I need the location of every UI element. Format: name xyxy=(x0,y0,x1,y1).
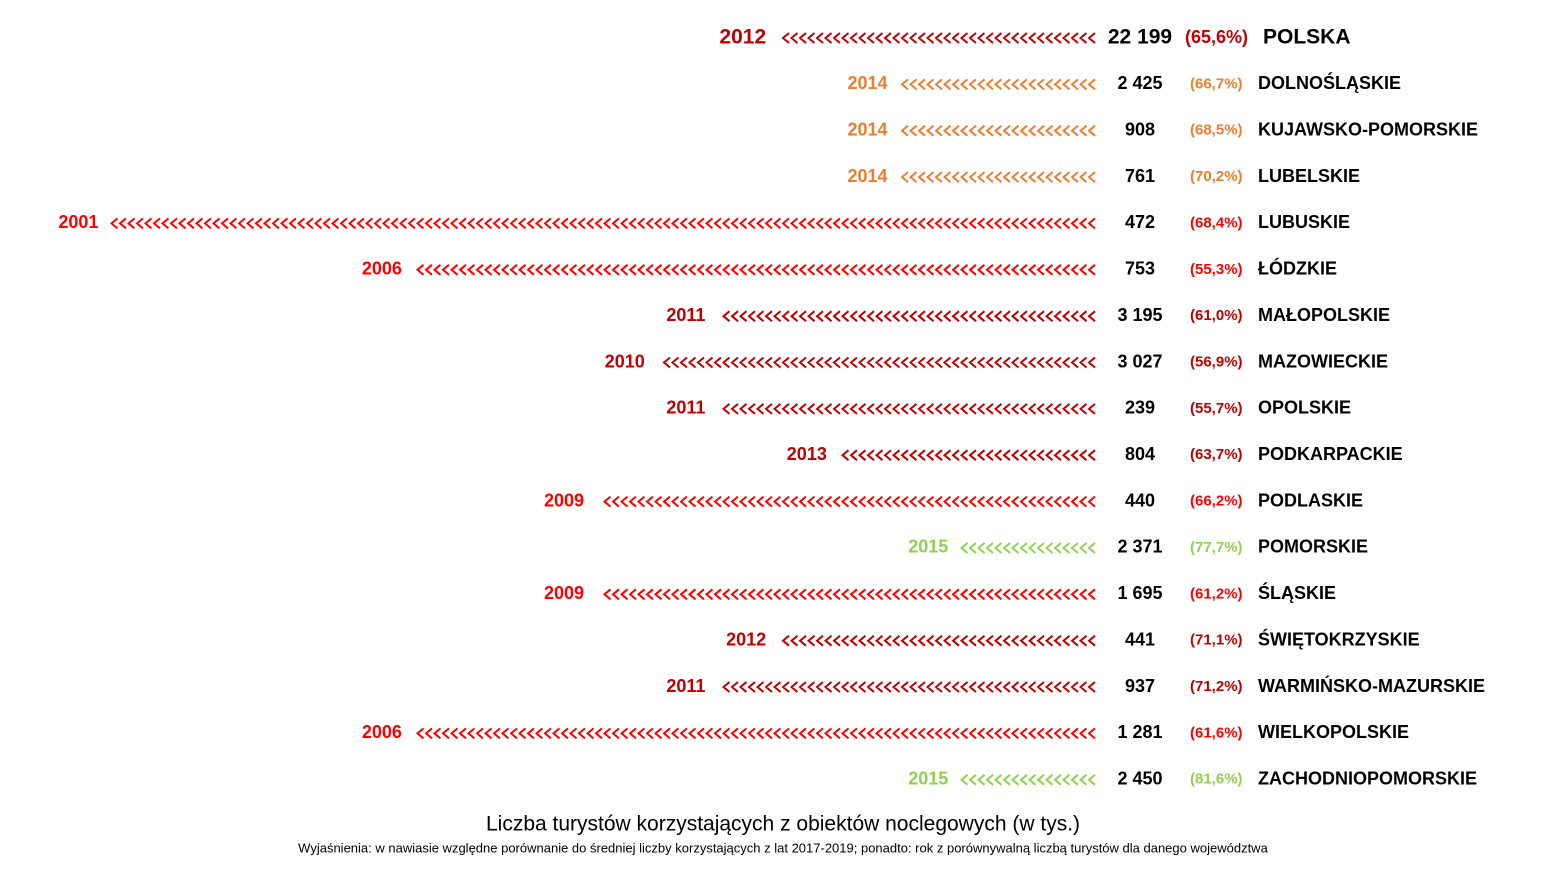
value-label: 3 195 xyxy=(1117,305,1162,325)
arrow xyxy=(415,727,1096,740)
share-label: (55,3%) xyxy=(1190,261,1243,278)
year-label: 2006 xyxy=(362,722,402,742)
share-label: (56,9%) xyxy=(1190,353,1243,370)
year-label: 2012 xyxy=(726,629,766,649)
arrow xyxy=(721,310,1096,322)
year-label: 2010 xyxy=(605,351,645,371)
year-label: 2013 xyxy=(787,444,827,464)
value-label: 2 425 xyxy=(1117,73,1162,93)
share-label: (71,2%) xyxy=(1190,678,1243,695)
year-label: 2009 xyxy=(544,583,584,603)
region-label: PODLASKIE xyxy=(1258,490,1363,510)
value-label: 239 xyxy=(1125,398,1155,418)
region-label: PODKARPACKIE xyxy=(1258,444,1403,464)
value-label: 22 199 xyxy=(1108,26,1172,49)
arrow xyxy=(602,588,1096,601)
arrow xyxy=(781,634,1096,647)
year-label: 2009 xyxy=(544,490,584,510)
region-label: MAŁOPOLSKIE xyxy=(1258,305,1390,325)
year-label: 2015 xyxy=(908,537,948,557)
share-label: (65,6%) xyxy=(1185,27,1248,47)
share-label: (61,0%) xyxy=(1190,307,1243,324)
arrow xyxy=(900,78,1096,91)
year-label: 2014 xyxy=(847,73,887,93)
year-label: 2014 xyxy=(847,119,887,139)
share-label: (61,2%) xyxy=(1190,585,1243,602)
arrow xyxy=(721,681,1096,693)
region-label: MAZOWIECKIE xyxy=(1258,351,1388,371)
year-label: 2011 xyxy=(666,305,705,325)
year-label: 2001 xyxy=(58,212,98,232)
chart-note: Wyjaśnienia: w nawiasie względne porówna… xyxy=(298,840,1268,855)
value-label: 2 371 xyxy=(1117,537,1162,557)
arrow xyxy=(900,171,1096,183)
arrow xyxy=(959,774,1096,786)
arrow xyxy=(900,124,1096,137)
year-label: 2015 xyxy=(908,769,948,789)
arrow xyxy=(415,264,1096,276)
value-label: 440 xyxy=(1125,490,1155,510)
share-label: (68,4%) xyxy=(1190,214,1243,231)
value-label: 3 027 xyxy=(1117,351,1162,371)
arrow xyxy=(781,32,1096,44)
share-label: (61,6%) xyxy=(1190,724,1243,741)
region-label: POLSKA xyxy=(1263,26,1351,49)
region-label: ŚWIĘTOKRZYSKIE xyxy=(1258,628,1420,649)
region-label: DOLNOŚLĄSKIE xyxy=(1258,72,1401,93)
region-label: LUBUSKIE xyxy=(1258,212,1350,232)
region-label: WIELKOPOLSKIE xyxy=(1258,722,1409,742)
arrow xyxy=(109,217,1096,230)
share-label: (71,1%) xyxy=(1190,632,1243,649)
arrow xyxy=(721,403,1096,415)
value-label: 804 xyxy=(1125,444,1155,464)
share-label: (70,2%) xyxy=(1190,168,1243,185)
year-label: 2012 xyxy=(719,26,766,49)
arrow xyxy=(662,356,1096,369)
value-label: 2 450 xyxy=(1117,769,1162,789)
value-label: 1 281 xyxy=(1117,722,1162,742)
year-label: 2014 xyxy=(847,166,887,186)
share-label: (66,2%) xyxy=(1190,493,1243,510)
year-label: 2011 xyxy=(666,676,705,696)
region-label: ZACHODNIOPOMORSKIE xyxy=(1258,769,1477,789)
share-label: (66,7%) xyxy=(1190,75,1243,92)
share-label: (81,6%) xyxy=(1190,771,1243,788)
value-label: 753 xyxy=(1125,259,1155,279)
region-label: ŚLĄSKIE xyxy=(1258,582,1336,603)
share-label: (63,7%) xyxy=(1190,446,1243,463)
arrow xyxy=(959,542,1096,554)
value-label: 908 xyxy=(1125,119,1155,139)
value-label: 472 xyxy=(1125,212,1155,232)
region-label: ŁÓDZKIE xyxy=(1258,258,1337,279)
share-label: (68,5%) xyxy=(1190,122,1243,139)
arrow xyxy=(840,449,1096,461)
share-label: (77,7%) xyxy=(1190,539,1243,556)
region-label: WARMIŃSKO-MAZURSKIE xyxy=(1258,675,1485,696)
value-label: 441 xyxy=(1125,629,1155,649)
region-label: POMORSKIE xyxy=(1258,537,1368,557)
year-label: 2011 xyxy=(666,398,705,418)
value-label: 937 xyxy=(1125,676,1155,696)
region-label: KUJAWSKO-POMORSKIE xyxy=(1258,119,1478,139)
share-label: (55,7%) xyxy=(1190,400,1243,417)
arrow xyxy=(602,495,1096,508)
value-label: 761 xyxy=(1125,166,1155,186)
value-label: 1 695 xyxy=(1117,583,1162,603)
year-label: 2006 xyxy=(362,259,402,279)
region-label: OPOLSKIE xyxy=(1258,398,1351,418)
chart-title: Liczba turystów korzystających z obiektó… xyxy=(486,813,1080,836)
region-label: LUBELSKIE xyxy=(1258,166,1360,186)
